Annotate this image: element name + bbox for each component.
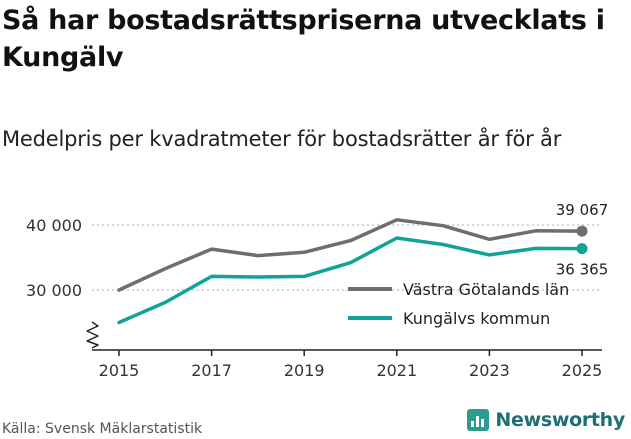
series-end-point-0 <box>576 225 588 237</box>
legend-label-0: Västra Götalands län <box>403 280 569 299</box>
y-tick-label-30000: 30 000 <box>26 281 82 300</box>
series-end-label-1: 36 365 <box>556 261 609 279</box>
x-tick-label-2023: 2023 <box>469 361 510 380</box>
bar-chart-icon <box>467 409 490 431</box>
x-tick-label-2021: 2021 <box>376 361 417 380</box>
axis-break-icon <box>86 321 99 349</box>
series-end-label-0: 39 067 <box>556 201 609 219</box>
series-line-0 <box>117 218 584 292</box>
chart-subtitle: Medelpris per kvadratmeter för bostadsrä… <box>2 127 562 151</box>
legend-label-1: Kungälvs kommun <box>403 309 550 328</box>
chart-title: Så har bostadsrättspriserna utvecklats i… <box>2 5 605 73</box>
x-tick-label-2025: 2025 <box>562 361 603 380</box>
line-chart: 30 000 40 000 2015 2017 2019 2021 2023 2025 39 0… <box>26 201 609 380</box>
series-end-point-1 <box>576 243 588 255</box>
series-line-1 <box>117 236 584 325</box>
x-tick-label-2019: 2019 <box>284 361 325 380</box>
brand-logo[interactable]: Newsworthy <box>467 409 625 431</box>
brand-name: Newsworthy <box>495 409 625 431</box>
source-note: Källa: Svensk Mäklarstatistik <box>2 421 203 437</box>
y-tick-label-40000: 40 000 <box>26 216 82 235</box>
x-tick-label-2015: 2015 <box>99 361 140 380</box>
x-tick-label-2017: 2017 <box>191 361 232 380</box>
